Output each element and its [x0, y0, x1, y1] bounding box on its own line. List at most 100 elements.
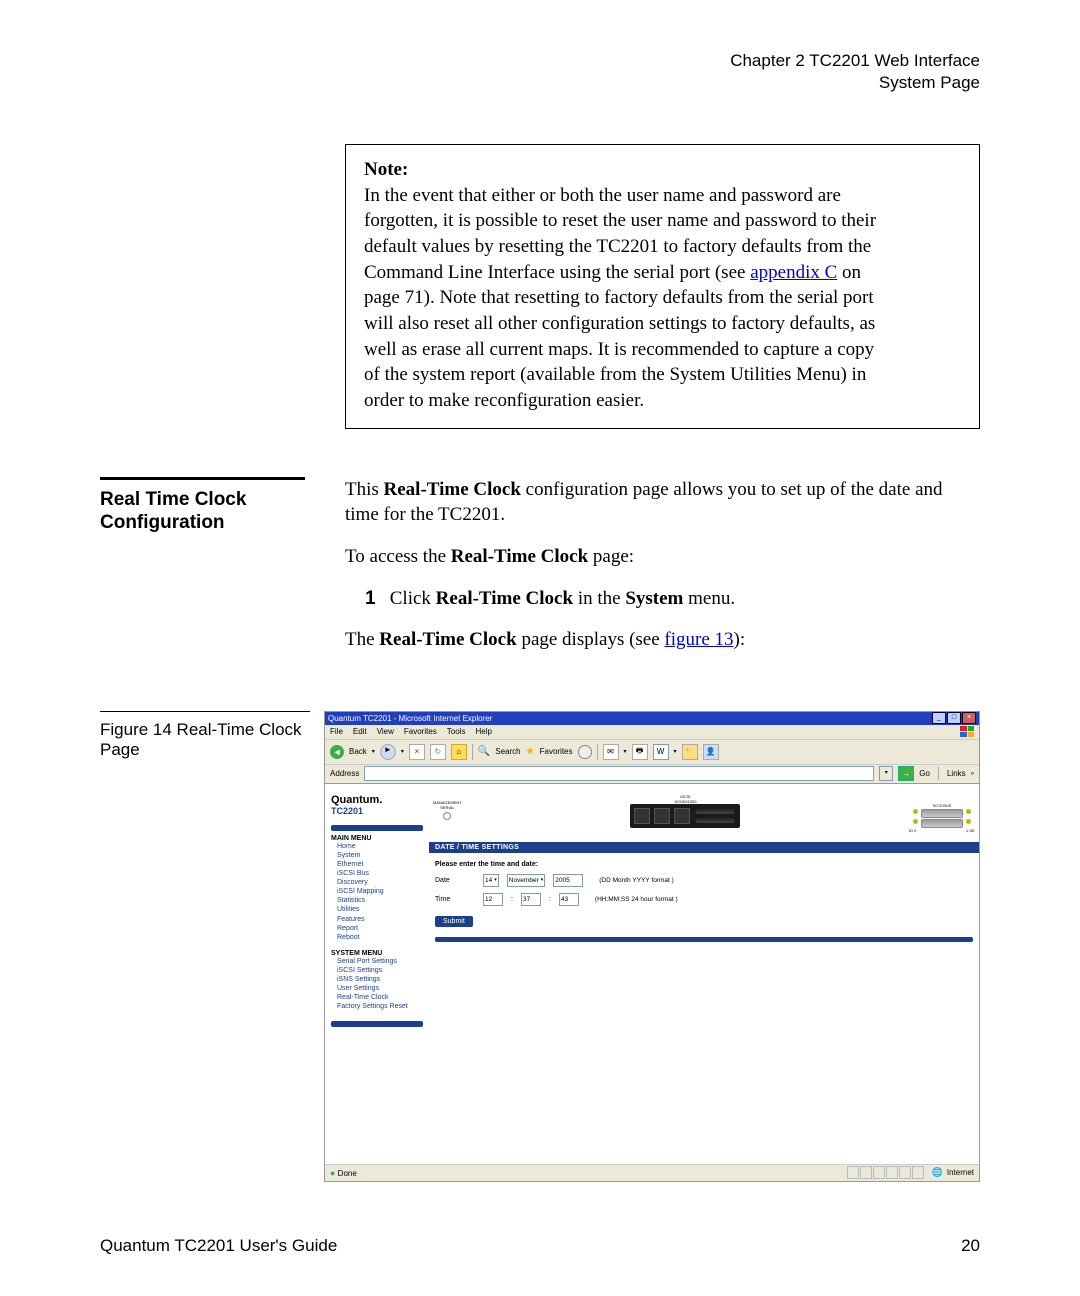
menu-file[interactable]: File [330, 727, 343, 736]
section-step: 1 Click Real-Time Clock in the System me… [365, 586, 980, 612]
date-month-select[interactable]: November ▾ [507, 874, 546, 887]
windows-flag-icon [960, 726, 974, 737]
refresh-icon[interactable]: ↻ [430, 744, 446, 760]
browser-title: Quantum TC2201 - Microsoft Internet Expl… [328, 714, 492, 723]
menu-statistics[interactable]: Statistics [331, 896, 423, 905]
section-p1: This Real-Time Clock configuration page … [345, 477, 980, 528]
address-dropdown-icon[interactable]: ▾ [879, 766, 893, 781]
panel-prompt: Please enter the time and date: [435, 861, 973, 868]
menu-favorites[interactable]: Favorites [404, 727, 437, 736]
menu-home[interactable]: Home [331, 842, 423, 851]
maximize-icon[interactable]: □ [947, 712, 961, 724]
note-box: Note: In the event that either or both t… [345, 144, 980, 428]
menu-separator-2 [331, 1021, 423, 1027]
note-text: In the event that either or both the use… [364, 183, 889, 414]
date-hint: (DD Month YYYY format ) [599, 877, 674, 884]
done-icon: ● [330, 1168, 335, 1178]
footer-left: Quantum TC2201 User's Guide [100, 1236, 337, 1256]
menu-help[interactable]: Help [475, 727, 491, 736]
menu-isns-settings[interactable]: iSNS Settings [331, 975, 423, 984]
system-menu: Serial Port Settings iSCSI Settings iSNS… [331, 957, 423, 1012]
window-controls: _ □ × [932, 712, 976, 724]
page-footer: Quantum TC2201 User's Guide 20 [100, 1236, 980, 1256]
menu-view[interactable]: View [377, 727, 394, 736]
menu-factory-reset[interactable]: Factory Settings Reset [331, 1002, 423, 1011]
browser-titlebar: Quantum TC2201 - Microsoft Internet Expl… [325, 712, 979, 725]
menu-discovery[interactable]: Discovery [331, 878, 423, 887]
menu-reboot[interactable]: Reboot [331, 933, 423, 942]
time-row: Time 12 : 37 : 43 (HH:MM:SS 24 hour form… [435, 893, 973, 906]
time-m-input[interactable]: 37 [521, 893, 541, 906]
favorites-label[interactable]: Favorites [540, 747, 573, 756]
header-line1: Chapter 2 TC2201 Web Interface [100, 50, 980, 72]
menu-edit[interactable]: Edit [353, 727, 367, 736]
browser-toolbar: ◄ Back ▾ ► ▾ × ↻ ⌂ 🔍 Search ★ Favorites … [325, 740, 979, 765]
logo-area: Quantum. TC2201 [331, 790, 423, 822]
time-hint: (HH:MM:SS 24 hour format ) [595, 896, 678, 903]
section-title: Real Time Clock Configuration [100, 488, 305, 536]
back-icon[interactable]: ◄ [330, 745, 344, 759]
label-serial: SERIAL [433, 805, 462, 810]
menu-iscsi-mapping[interactable]: iSCSI Mapping [331, 887, 423, 896]
links-label[interactable]: Links [947, 769, 966, 778]
edit-icon[interactable]: W [653, 744, 669, 760]
menu-report[interactable]: Report [331, 924, 423, 933]
minimize-icon[interactable]: _ [932, 712, 946, 724]
home-icon[interactable]: ⌂ [451, 744, 467, 760]
system-menu-title: SYSTEM MENU [331, 950, 423, 957]
figure-caption: Figure 14 Real-Time Clock Page [100, 711, 310, 1182]
figure-row: Figure 14 Real-Time Clock Page Quantum T… [100, 711, 980, 1182]
time-s-input[interactable]: 43 [559, 893, 579, 906]
menu-real-time-clock[interactable]: Real-Time Clock [331, 993, 423, 1002]
forward-icon[interactable]: ► [380, 744, 396, 760]
submit-button[interactable]: Submit [435, 916, 473, 927]
menu-user-settings[interactable]: User Settings [331, 984, 423, 993]
section-rule: Real Time Clock Configuration [100, 477, 305, 536]
menu-features[interactable]: Features [331, 915, 423, 924]
section-p2: To access the Real-Time Clock page: [345, 544, 980, 570]
panel-header: DATE / TIME SETTINGS [429, 842, 979, 853]
menu-ethernet[interactable]: Ethernet [331, 860, 423, 869]
app-body: Quantum. TC2201 MAIN MENU Home System Et… [325, 784, 979, 1104]
search-label[interactable]: Search [495, 747, 520, 756]
close-icon[interactable]: × [962, 712, 976, 724]
note-label: Note: [364, 157, 432, 183]
time-h-input[interactable]: 12 [483, 893, 503, 906]
panel-bottom-bar [435, 937, 973, 942]
stop-icon[interactable]: × [409, 744, 425, 760]
browser-menubar: File Edit View Favorites Tools Help [325, 725, 979, 740]
menu-system[interactable]: System [331, 851, 423, 860]
logo-model: TC2201 [331, 806, 423, 816]
status-boxes [847, 1166, 924, 1179]
print-icon[interactable]: 🖶 [632, 744, 648, 760]
mail-icon[interactable]: ✉ [603, 744, 619, 760]
date-day-select[interactable]: 14 ▾ [483, 874, 499, 887]
date-row: Date 14 ▾ November ▾ 2005 (DD Month YYYY… [435, 874, 973, 887]
date-label: Date [435, 877, 475, 884]
history-icon[interactable] [578, 745, 592, 759]
device-image: MANAGEMENT SERIAL ISCSI 10/100/1000 [429, 790, 979, 832]
menu-tools[interactable]: Tools [447, 727, 466, 736]
logo-text: Quantum. [331, 794, 423, 806]
menu-utilities[interactable]: Utilities [331, 905, 423, 914]
browser-statusbar: ● Done 🌐 Internet [325, 1164, 979, 1181]
main-menu: Home System Ethernet iSCSI Bus Discovery… [331, 842, 423, 942]
back-label[interactable]: Back [349, 747, 367, 756]
address-input[interactable] [364, 766, 874, 781]
menu-iscsi-settings[interactable]: iSCSI Settings [331, 966, 423, 975]
date-year-input[interactable]: 2005 [553, 874, 583, 887]
figure-link[interactable]: figure 13 [664, 629, 733, 650]
appendix-link[interactable]: appendix C [750, 262, 837, 283]
menu-serial-port[interactable]: Serial Port Settings [331, 957, 423, 966]
screenshot: Quantum TC2201 - Microsoft Internet Expl… [324, 711, 980, 1182]
go-label[interactable]: Go [919, 769, 930, 778]
discuss-icon[interactable]: 📁 [682, 744, 698, 760]
time-label: Time [435, 896, 475, 903]
app-main: MANAGEMENT SERIAL ISCSI 10/100/1000 [429, 784, 979, 1104]
go-icon[interactable]: → [898, 766, 914, 781]
content-row-1: Note: In the event that either or both t… [100, 144, 980, 476]
messenger-icon[interactable]: 👤 [703, 744, 719, 760]
search-icon[interactable]: 🔍 [478, 746, 490, 757]
favorites-icon[interactable]: ★ [526, 746, 535, 757]
menu-iscsi-bus[interactable]: iSCSI Bus [331, 869, 423, 878]
